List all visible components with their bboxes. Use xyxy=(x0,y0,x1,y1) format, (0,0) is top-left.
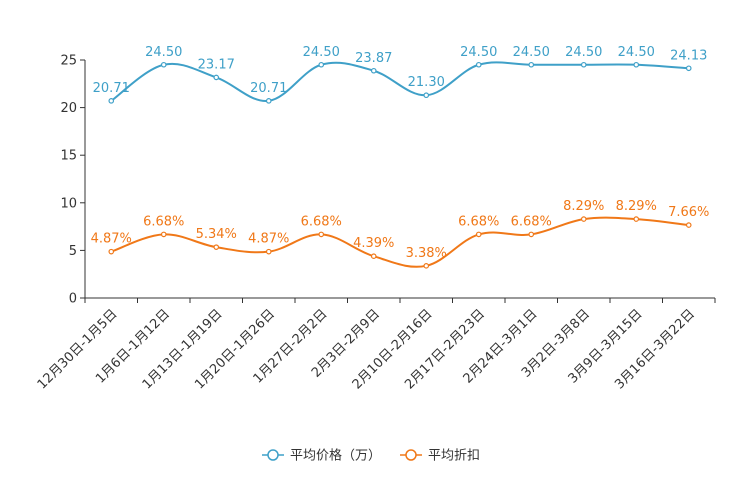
data-point[interactable] xyxy=(318,61,325,68)
data-point[interactable] xyxy=(213,74,220,81)
data-label: 24.50 xyxy=(460,45,497,60)
data-label: 24.50 xyxy=(513,45,550,60)
data-label: 24.50 xyxy=(303,45,340,60)
data-point[interactable] xyxy=(370,67,377,74)
x-axis-ticks: 12月30日-1月5日1月6日-1月12日1月13日-1月19日1月20日-1月… xyxy=(35,298,716,392)
series-line-1 xyxy=(110,216,689,268)
data-point[interactable] xyxy=(108,248,115,255)
data-point[interactable] xyxy=(318,231,325,238)
data-label: 24.13 xyxy=(670,48,707,63)
data-point[interactable] xyxy=(108,98,115,104)
data-label: 23.87 xyxy=(355,51,392,66)
series-layer: 20.71 24.50 23.17 20.71 24.50 23.87 21.30 24.50… xyxy=(91,45,709,269)
data-point[interactable] xyxy=(685,65,692,72)
data-point[interactable] xyxy=(160,61,167,68)
data-point[interactable] xyxy=(370,253,377,260)
y-tick-label: 10 xyxy=(60,196,77,211)
legend-label: 平均价格（万） xyxy=(290,448,381,464)
data-label: 6.68% xyxy=(143,214,184,229)
data-label: 8.29% xyxy=(563,199,604,214)
y-axis-ticks: 0 5 10 15 20 25 xyxy=(60,54,85,307)
y-tick-label: 15 xyxy=(60,149,77,164)
data-point[interactable] xyxy=(580,61,587,68)
data-label: 6.68% xyxy=(301,214,342,229)
data-point[interactable] xyxy=(475,61,482,68)
data-label: 4.87% xyxy=(248,232,289,247)
legend-circle-icon xyxy=(267,449,279,461)
data-label: 6.68% xyxy=(458,214,499,229)
data-label: 23.17 xyxy=(198,57,235,72)
data-label: 21.30 xyxy=(408,75,445,90)
data-point[interactable] xyxy=(633,61,640,68)
data-point[interactable] xyxy=(528,61,535,68)
data-label: 24.50 xyxy=(565,45,602,60)
legend-item-0[interactable]: 平均价格（万） xyxy=(262,448,381,464)
data-point[interactable] xyxy=(265,98,272,104)
data-point[interactable] xyxy=(580,216,587,222)
data-point[interactable] xyxy=(213,244,220,250)
y-tick-label: 0 xyxy=(69,292,77,307)
data-point[interactable] xyxy=(160,231,167,238)
data-point[interactable] xyxy=(475,231,482,238)
data-point[interactable] xyxy=(633,216,640,222)
legend[interactable]: 平均价格（万） 平均折扣 xyxy=(262,448,480,464)
data-label: 6.68% xyxy=(511,214,552,229)
legend-label: 平均折扣 xyxy=(428,449,480,464)
data-label: 7.66% xyxy=(668,205,709,220)
y-tick-label: 25 xyxy=(60,54,77,69)
data-point[interactable] xyxy=(528,231,535,238)
data-point[interactable] xyxy=(685,222,692,228)
data-label: 8.29% xyxy=(616,199,657,214)
data-label: 5.34% xyxy=(196,227,237,242)
data-label: 24.50 xyxy=(145,45,182,60)
data-label: 20.71 xyxy=(93,81,130,96)
data-point[interactable] xyxy=(423,92,430,99)
y-tick-label: 5 xyxy=(69,244,77,259)
data-point[interactable] xyxy=(265,248,272,255)
data-label: 4.87% xyxy=(91,232,132,247)
data-label: 20.71 xyxy=(250,81,287,96)
data-label: 3.38% xyxy=(406,246,447,261)
data-point[interactable] xyxy=(423,263,430,269)
y-tick-label: 20 xyxy=(60,101,77,116)
data-label: 24.50 xyxy=(618,45,655,60)
legend-item-1[interactable]: 平均折扣 xyxy=(400,449,480,464)
data-label: 4.39% xyxy=(353,236,394,251)
legend-circle-icon xyxy=(405,449,417,461)
